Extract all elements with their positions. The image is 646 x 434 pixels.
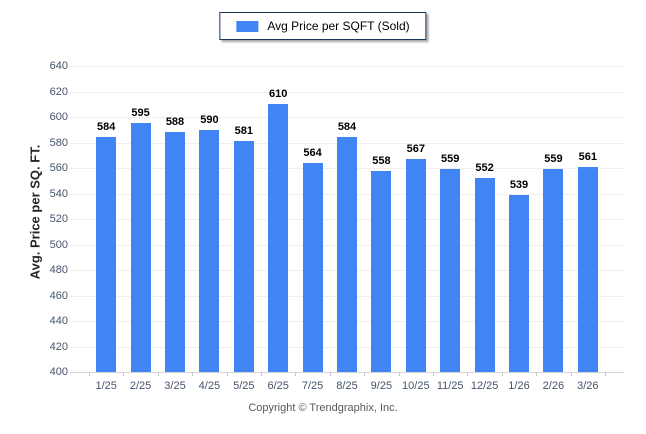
x-tick-label: 10/25: [402, 380, 430, 392]
bar: [405, 159, 426, 372]
x-tick-mark: [192, 372, 194, 376]
x-tick-label: 11/25: [436, 380, 464, 392]
bar-value-label: 590: [200, 113, 219, 126]
bar: [371, 170, 392, 372]
x-tick-label: 9/25: [370, 380, 393, 392]
y-tick-label: 540: [49, 187, 68, 200]
x-tick-mark: [226, 372, 228, 376]
x-tick-mark: [501, 372, 503, 376]
bar: [577, 166, 598, 372]
bar: [165, 132, 185, 372]
bar: [474, 178, 495, 372]
x-tick-label: 12/25: [470, 380, 499, 392]
x-tick-mark: [570, 372, 572, 376]
legend-swatch: [236, 20, 259, 32]
bar-value-label: 552: [475, 162, 494, 175]
x-tick-label: 7/25: [301, 380, 324, 392]
bar-value-label: 584: [337, 121, 357, 134]
y-tick-label: 460: [49, 289, 68, 302]
legend-label: Avg Price per SQFT (Sold): [267, 19, 410, 33]
y-tick-label: 480: [49, 264, 68, 276]
bar-value-label: 558: [372, 154, 391, 167]
y-tick-label: 400: [49, 366, 68, 378]
bar-value-label: 588: [165, 116, 185, 129]
legend: Avg Price per SQFT (Sold): [219, 12, 427, 40]
bar-value-label: 610: [269, 88, 288, 101]
y-tick-label: 560: [49, 162, 68, 174]
gridline: [70, 66, 624, 67]
y-tick-label: 520: [49, 213, 68, 225]
x-tick-mark: [157, 372, 159, 376]
x-axis-line: [70, 372, 624, 373]
bar-value-label: 539: [509, 178, 529, 191]
bar: [268, 104, 289, 372]
x-tick-label: 3/25: [164, 380, 186, 392]
bar: [199, 129, 220, 372]
x-tick-label: 5/25: [233, 380, 255, 392]
x-tick-mark: [433, 372, 434, 376]
bar-value-label: 559: [441, 153, 460, 166]
bar: [543, 169, 564, 372]
y-tick-label: 420: [49, 340, 68, 353]
y-tick-label: 640: [49, 60, 68, 72]
bar-value-label: 564: [303, 146, 322, 159]
x-tick-label: 2/26: [542, 380, 565, 392]
x-tick-label: 6/25: [267, 380, 289, 392]
y-tick-label: 600: [49, 111, 68, 123]
bar: [302, 162, 323, 372]
x-tick-label: 2/25: [129, 380, 152, 392]
bar-value-label: 595: [131, 107, 150, 120]
y-tick-label: 580: [49, 136, 68, 149]
x-tick-label: 8/25: [336, 380, 358, 392]
bar-value-label: 561: [578, 150, 597, 163]
copyright-text: Copyright © Trendgraphix, Inc.: [248, 402, 398, 414]
bar: [233, 141, 254, 372]
gridline: [70, 117, 624, 118]
x-tick-mark: [261, 372, 262, 376]
x-tick-mark: [398, 372, 400, 376]
x-tick-label: 1/26: [508, 380, 530, 392]
y-tick-label: 440: [49, 315, 68, 327]
x-tick-label: 1/25: [95, 380, 117, 392]
y-tick-label: 500: [49, 238, 68, 251]
plot-area: 400 420 440 460 480 500 520 540 560 580 600 620 640 5…: [50, 60, 624, 392]
x-tick-mark: [123, 372, 125, 376]
gridline: [70, 91, 624, 93]
x-tick-label: 3/26: [577, 380, 599, 392]
bar: [96, 137, 117, 372]
bar-value-label: 584: [97, 121, 116, 134]
bar-value-label: 567: [406, 143, 425, 156]
bar: [130, 123, 151, 372]
bar-value-label: 581: [234, 125, 253, 138]
x-tick-label: 4/25: [198, 380, 221, 392]
x-tick-mark: [605, 372, 606, 376]
x-tick-mark: [89, 372, 90, 376]
x-tick-mark: [329, 372, 331, 376]
y-tick-label: 620: [49, 85, 68, 98]
x-tick-mark: [364, 372, 366, 376]
bar: [337, 137, 357, 372]
x-tick-mark: [536, 372, 538, 376]
x-tick-mark: [467, 372, 469, 376]
x-tick-mark: [295, 372, 297, 376]
bar: [440, 169, 461, 372]
bar: [509, 194, 529, 372]
bar-value-label: 559: [544, 153, 563, 166]
